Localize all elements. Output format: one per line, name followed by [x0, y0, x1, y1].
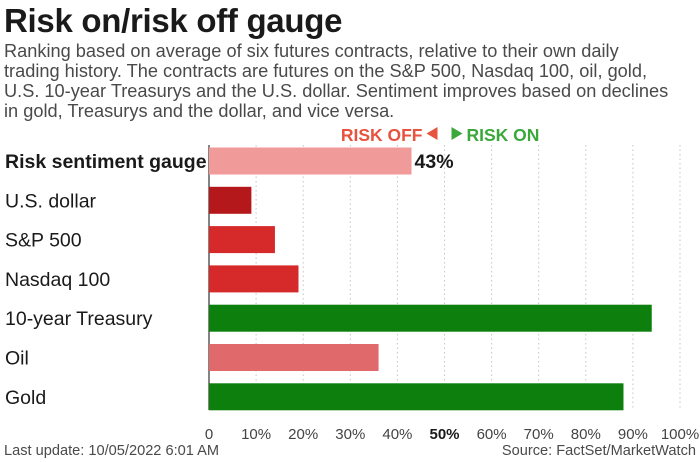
- bar: [209, 344, 379, 371]
- chart-subtitle: Ranking based on average of six futures …: [4, 41, 696, 121]
- x-tick-label: 30%: [335, 426, 365, 443]
- category-labels: Risk sentiment gauge 43% U.S. dollar S&P 50…: [5, 151, 454, 409]
- category-label: Oil: [5, 348, 29, 370]
- bar: [209, 186, 252, 214]
- risk-on-arrow-icon: [451, 127, 463, 140]
- risk-off-arrow-icon: [426, 127, 438, 140]
- x-tick-label: 80%: [571, 426, 601, 443]
- bars-group: [209, 147, 652, 411]
- risk-legend: RISK OFF RISK ON: [341, 125, 540, 145]
- x-tick-label: 50%: [429, 426, 459, 443]
- risk-off-label: RISK OFF: [341, 125, 423, 145]
- x-tick-label: 60%: [477, 426, 507, 443]
- last-update-text: Last update: 10/05/2022 6:01 AM: [4, 443, 220, 459]
- source-text: Source: FactSet/MarketWatch: [501, 443, 696, 459]
- x-tick-label: 0: [205, 426, 213, 443]
- chart-title: Risk on/risk off gauge: [4, 2, 343, 39]
- bar: [209, 265, 299, 293]
- subtitle-line: trading history. The contracts are futur…: [4, 61, 648, 81]
- bar: [209, 383, 624, 411]
- x-tick-label: 40%: [382, 426, 412, 443]
- x-tick-label: 70%: [524, 426, 554, 443]
- category-label: Nasdaq 100: [5, 269, 110, 291]
- subtitle-line: Ranking based on average of six futures …: [4, 41, 619, 61]
- x-tick-label: 100%: [661, 426, 699, 443]
- subtitle-line: in gold, Treasurys and the dollar, and v…: [4, 101, 395, 121]
- value-label: 43%: [415, 151, 454, 173]
- bar: [209, 304, 652, 332]
- risk-on-label: RISK ON: [467, 125, 540, 145]
- category-label: 10-year Treasury: [5, 308, 153, 330]
- bar: [209, 147, 412, 175]
- category-label: S&P 500: [5, 230, 82, 252]
- category-label: U.S. dollar: [5, 190, 97, 212]
- subtitle-line: U.S. 10-year Treasurys and the U.S. doll…: [4, 81, 669, 101]
- x-tick-label: 20%: [288, 426, 318, 443]
- category-label: Gold: [5, 387, 46, 409]
- bar: [209, 226, 275, 254]
- x-axis-ticks: 0 10% 20% 30% 40% 50% 60% 70% 80% 90% 100%: [205, 426, 699, 443]
- x-tick-label: 10%: [241, 426, 271, 443]
- x-tick-label: 90%: [618, 426, 648, 443]
- category-label: Risk sentiment gauge: [5, 151, 207, 173]
